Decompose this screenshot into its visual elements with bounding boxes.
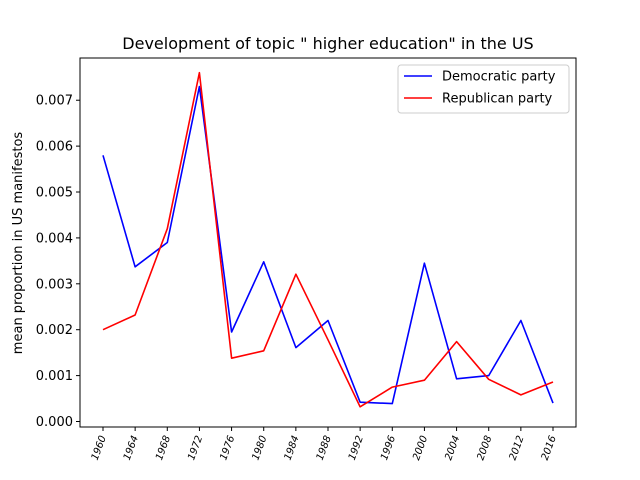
x-tick-label: 2012 [508,434,527,462]
x-tick-label: 1976 [218,434,237,462]
series-lines [102,71,554,408]
legend: Democratic party Republican party [397,64,570,114]
y-tick-label: 0.000 [36,415,73,430]
x-tick-label: 1996 [379,434,398,462]
y-tick-label: 0.002 [36,323,73,338]
x-tick-label: 1980 [250,434,269,462]
legend-entry: Republican party [442,92,553,107]
x-tick-label: 1960 [90,434,109,462]
x-tick-label: 1972 [186,434,205,462]
x-tick-label: 1984 [283,434,302,462]
y-tick-label: 0.001 [36,369,73,384]
x-tick-label: 1992 [347,434,366,462]
x-tick-label: 1964 [122,434,141,462]
y-axis-label: mean proportion in US manifestos [11,132,26,355]
x-tick-label: 1988 [315,434,334,462]
y-tick-label: 0.004 [36,231,73,246]
x-tick-label: 2004 [443,434,462,462]
y-tick-label: 0.003 [36,277,73,292]
y-tick-label: 0.005 [36,186,73,201]
legend-entry: Democratic party [442,70,556,85]
legend-box [397,64,570,114]
x-tick-label: 1968 [154,434,173,462]
y-tick-label: 0.006 [36,140,73,155]
axes: 0.000 0.001 0.002 0.003 0.004 0.005 0.006 0.007… [36,57,577,462]
x-tick-label: 2016 [540,434,559,462]
y-tick-label: 0.007 [36,94,73,109]
x-tick-label: 2000 [411,434,430,462]
series-line-republican [102,71,554,408]
series-line-democratic [102,85,554,405]
chart-title: Development of topic " higher education"… [122,34,533,53]
x-tick-label: 2008 [475,434,494,462]
